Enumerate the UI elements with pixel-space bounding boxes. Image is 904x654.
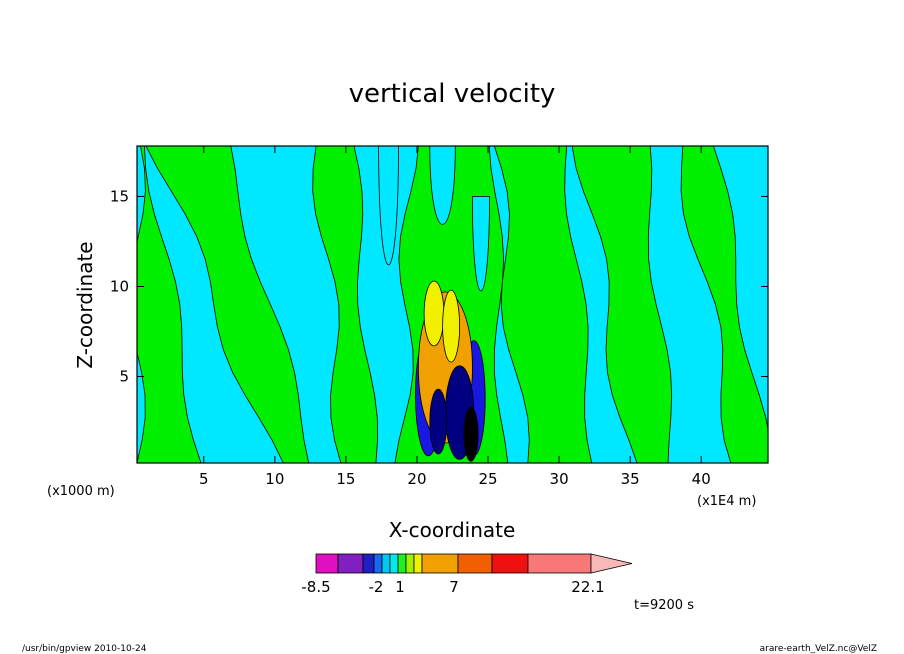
colorbar-segment: [413, 553, 423, 574]
x-tick-label: 20: [407, 470, 426, 488]
colorbar-labels: -8.5 -2 1 7 22.1: [301, 578, 604, 596]
x-tick-label: 25: [478, 470, 497, 488]
x-unit-left: (x1000 m): [47, 484, 115, 499]
contour-band: [571, 146, 673, 463]
x-tick-label: 35: [621, 470, 640, 488]
colorbar-segment: [405, 553, 415, 574]
colorbar-arrow: [590, 553, 633, 574]
x-unit-right: (x1E4 m): [697, 494, 756, 509]
contour-cell: [423, 280, 445, 347]
contour-band: [493, 146, 593, 463]
colorbar-segment: [373, 553, 383, 574]
footer-left: /usr/bin/gpview 2010-10-24: [22, 644, 147, 654]
y-axis-label: Z-coordinate: [73, 241, 97, 368]
x-tick-label: 10: [265, 470, 284, 488]
colorbar-label: -8.5: [301, 578, 330, 596]
contour-cell: [429, 388, 448, 455]
x-axis: 5 10 15 20 25 30 35 40: [199, 146, 711, 488]
y-tick-label: 5: [119, 368, 129, 386]
colorbar-segment: [527, 553, 592, 574]
colorbar-label: -2: [369, 578, 384, 596]
contour-plot: [137, 146, 768, 463]
colorbar-segment: [397, 553, 407, 574]
colorbar-segment: [381, 553, 391, 574]
y-axis: 5 10 15: [110, 187, 768, 386]
contour-finger: [471, 196, 490, 292]
y-tick-label: 10: [110, 277, 129, 295]
colorbar-label: 22.1: [571, 578, 604, 596]
y-tick-label: 15: [110, 187, 129, 205]
footer-right: arare-earth_VelZ.nc@VelZ: [760, 644, 877, 654]
time-label: t=9200 s: [634, 598, 694, 613]
x-tick-label: 40: [692, 470, 711, 488]
plot-frame: [136, 145, 769, 464]
contour-band: [680, 146, 768, 463]
contour-band: [145, 146, 310, 463]
x-tick-label: 30: [550, 470, 569, 488]
contour-finger: [429, 146, 456, 225]
contour-band: [312, 146, 378, 463]
contour-cell: [463, 406, 479, 462]
x-axis-label: X-coordinate: [389, 518, 516, 542]
colorbar-segment: [457, 553, 493, 574]
colorbar-segment: [362, 553, 375, 574]
colorbar-segment: [337, 553, 364, 574]
colorbar-segment: [389, 553, 399, 574]
colorbar-segment: [421, 553, 459, 574]
chart-title: vertical velocity: [349, 79, 556, 109]
colorbar-label: 7: [449, 578, 459, 596]
colorbar-segment: [491, 553, 529, 574]
contour-finger: [378, 146, 399, 265]
contour-cell: [442, 289, 461, 363]
colorbar: [315, 553, 633, 574]
x-tick-label: 5: [199, 470, 209, 488]
colorbar-segment: [315, 553, 339, 574]
colorbar-label: 1: [395, 578, 405, 596]
contour-band: [137, 146, 202, 463]
x-tick-label: 15: [336, 470, 355, 488]
